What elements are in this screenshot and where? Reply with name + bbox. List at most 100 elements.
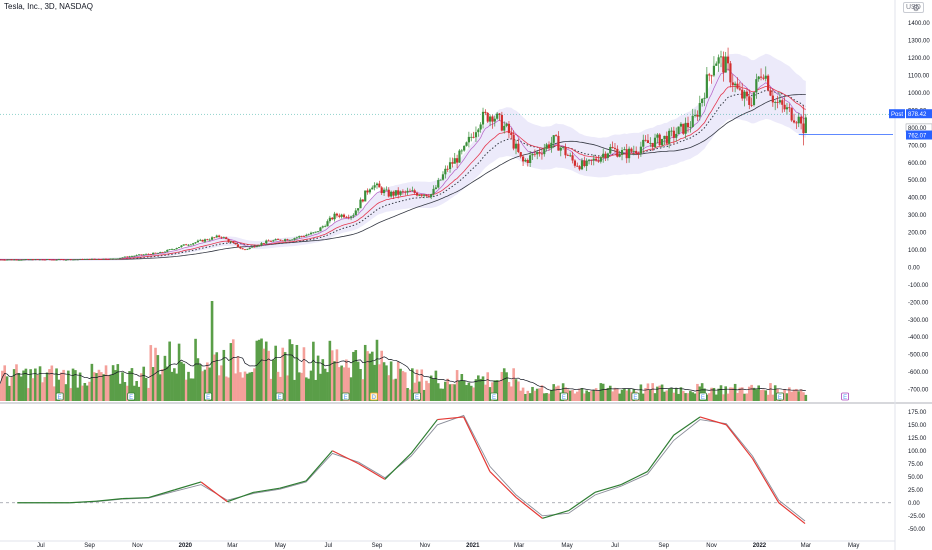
volume-bar: [674, 388, 678, 401]
volume-bar: [465, 385, 468, 401]
price-tick-label: 500.00: [908, 178, 927, 184]
volume-bar: [151, 367, 155, 401]
volume-bar: [19, 376, 23, 401]
volume-bar: [173, 368, 176, 401]
volume-bar: [59, 372, 63, 401]
volume-bar: [611, 391, 614, 401]
candle-body: [196, 240, 200, 243]
candle-body: [472, 136, 475, 138]
volume-bar: [517, 381, 520, 401]
candle-body: [380, 187, 383, 194]
candle-body: [764, 75, 767, 79]
volume-bar: [601, 383, 605, 401]
tick-800-label: 800.00: [908, 126, 927, 132]
price-tick-label: 100.00: [908, 248, 927, 254]
candle-body: [185, 244, 188, 246]
volume-bar: [272, 359, 275, 401]
candle-body: [503, 125, 506, 131]
price-tick-label: 0.00: [908, 265, 920, 271]
volume-bar: [128, 371, 131, 401]
volume-bar: [215, 352, 219, 401]
volume-bar: [36, 374, 39, 401]
time-tick-label: 2021: [466, 543, 480, 549]
volume-bar: [361, 379, 365, 401]
candle-body: [390, 191, 393, 197]
candle-body: [677, 126, 680, 134]
candle-body: [486, 112, 489, 122]
volume-bar: [580, 388, 584, 401]
candle-body: [665, 135, 668, 144]
candle-body: [587, 159, 591, 161]
volume-bar: [585, 390, 588, 401]
candle-body: [804, 117, 807, 134]
volume-bar: [594, 388, 598, 401]
candle-body: [538, 152, 541, 154]
candle-body: [262, 243, 265, 244]
volume-bar: [679, 387, 683, 401]
candle-body: [316, 231, 320, 233]
candle-body: [189, 244, 192, 246]
candle-body: [597, 160, 600, 162]
volume-bar: [771, 394, 775, 401]
candle-body: [602, 153, 605, 158]
candle-body: [3, 259, 6, 261]
volume-bar: [399, 368, 402, 401]
candle-body: [161, 252, 164, 253]
volume-bar: [90, 363, 94, 401]
candle-body: [517, 143, 520, 153]
volume-bar: [790, 391, 793, 401]
candle-body: [227, 239, 230, 242]
candle-body: [234, 242, 237, 245]
candle-body: [762, 77, 765, 79]
candle-body: [526, 159, 529, 164]
candle-body: [319, 227, 322, 232]
volume-bar: [656, 386, 659, 401]
time-tick-label: Jul: [611, 543, 619, 549]
volume-bar: [201, 371, 204, 401]
time-tick-label: 2022: [753, 543, 767, 549]
volume-bar: [403, 372, 407, 401]
volume-bar: [498, 381, 501, 401]
candle-body: [458, 150, 461, 163]
currency-badge[interactable]: USD: [903, 2, 924, 13]
candle-body: [571, 155, 574, 161]
volume-bar: [453, 384, 457, 401]
earnings-marker: [127, 392, 136, 401]
volume-bar: [616, 389, 619, 401]
candle-body: [628, 148, 631, 159]
candle-body: [769, 90, 772, 96]
volume-bar: [109, 374, 113, 401]
time-tick-label: Sep: [372, 543, 383, 549]
candle-body: [595, 158, 598, 161]
volume-bar: [719, 385, 723, 401]
volume-bar: [519, 390, 523, 401]
price-tick-label: 600.00: [908, 161, 927, 167]
volume-bar: [604, 388, 607, 401]
candle-body: [406, 190, 409, 193]
volume-bar: [144, 377, 148, 401]
candle-body: [493, 118, 496, 122]
volume-bar: [196, 358, 200, 401]
candle-body: [246, 248, 249, 250]
macd-line-segment: [279, 480, 307, 489]
candle-body: [559, 147, 562, 151]
candle-body: [703, 97, 706, 99]
volume-bar: [752, 387, 756, 401]
time-tick-label: Nov: [420, 543, 431, 549]
volume-bar: [613, 387, 617, 401]
volume-bar: [302, 347, 306, 401]
volume-bar: [191, 378, 195, 401]
candle-body: [521, 156, 525, 162]
candle-body: [90, 258, 93, 260]
candle-body: [114, 258, 117, 260]
volume-bar: [260, 338, 263, 401]
candle-body: [583, 160, 586, 167]
time-tick-label: May: [848, 543, 859, 549]
candle-body: [738, 88, 741, 90]
time-tick-label: Sep: [658, 543, 669, 549]
volume-bar: [681, 390, 685, 401]
volume-bar: [26, 388, 30, 401]
candle-body: [13, 259, 16, 261]
price-tick-label: 1400.00: [908, 21, 930, 27]
